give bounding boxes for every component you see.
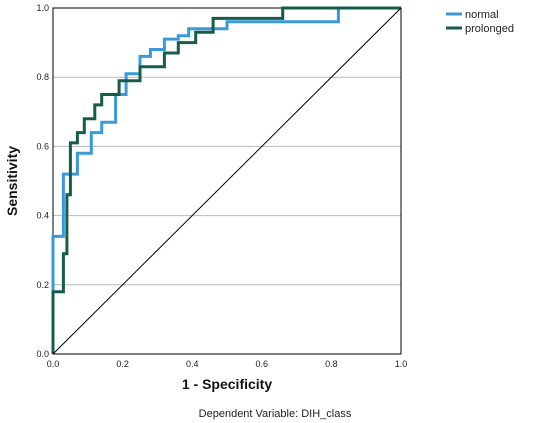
x-tick-label: 0.0 [47,359,60,369]
plot-frame [52,7,402,355]
y-tick-label: 1.0 [36,3,49,13]
y-tick-label: 0.4 [36,211,49,221]
legend-label: normal [465,9,499,21]
x-axis-title: 1 - Specificity [182,376,272,392]
legend: normal prolonged [446,9,514,35]
x-tick-labels: 0.0 0.2 0.4 0.6 0.8 1.0 [47,359,408,369]
series-lines [51,6,402,355]
x-tick-label: 0.8 [325,359,338,369]
series-line-prolonged [51,6,401,354]
x-tick-label: 0.2 [116,359,129,369]
footnote: Dependent Variable: DIH_class [199,408,352,420]
y-tick-label: 0.6 [36,141,49,151]
reference-line [52,7,402,355]
gridlines [53,76,401,286]
x-tick-label: 0.6 [256,359,269,369]
legend-label: prolonged [465,23,514,35]
y-tick-labels: 0.0 0.2 0.4 0.6 0.8 1.0 [36,3,49,359]
x-tick-label: 1.0 [395,359,408,369]
y-tick-label: 0.8 [36,72,49,82]
y-tick-label: 0.2 [36,280,49,290]
y-axis-title: Sensitivity [4,146,20,216]
y-tick-label: 0.0 [36,349,49,359]
x-tick-label: 0.4 [186,359,199,369]
